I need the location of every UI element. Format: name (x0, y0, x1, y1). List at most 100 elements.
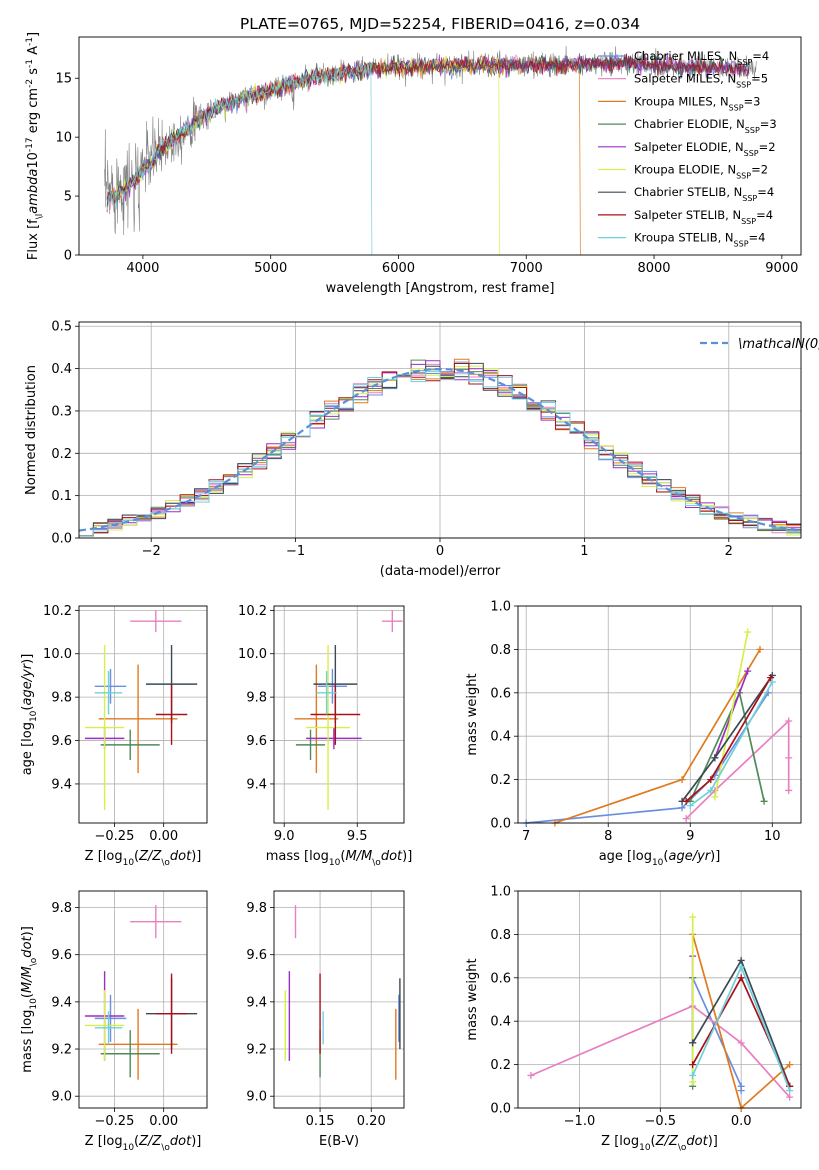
label-math: dot (170, 849, 192, 864)
label-text: 9.4 (51, 995, 72, 1010)
y-tick-label: 0.1 (51, 489, 72, 504)
label-math: dot (381, 849, 403, 864)
spectrum-legend: Chabrier MILES, NSSP=4 Salpeter MILES, N S… (598, 49, 777, 248)
y-tick-label: 0.2 (51, 447, 72, 462)
model-line-salpeter-stelib (106, 53, 750, 204)
label-text: 0.1 (51, 489, 72, 504)
y-tick-label: 0.0 (51, 532, 72, 547)
error-cross-salpeter-stelib (155, 973, 188, 1054)
label-text: Z [log (85, 1134, 123, 1149)
x-tick-label: 5000 (254, 261, 287, 276)
x-axis-label: Z [log10(Z/Z\odot)] (85, 1134, 202, 1153)
error-cross-chabrier-miles (94, 668, 127, 704)
x-tick-label: 4000 (126, 261, 159, 276)
x-axis-label: wavelength [Angstrom, rest frame] (326, 281, 555, 296)
y-tick-label: 9.4 (246, 777, 267, 792)
label-text: =3 (760, 117, 777, 131)
label-script: SSP (742, 194, 757, 203)
label-text: 0 (436, 544, 444, 559)
y-tick-label: 0.6 (490, 971, 511, 986)
label-text: Chabrier MILES, N (634, 49, 737, 63)
legend-label: Kroupa MILES, NSSP=3 (634, 94, 760, 112)
label-text: 9.8 (246, 901, 267, 916)
label-math: dot (20, 935, 35, 957)
error-cross-kroupa-elodie (84, 645, 125, 810)
label-math: dot (170, 1134, 192, 1149)
label-text: ( (340, 849, 345, 864)
label-text: 9.6 (246, 948, 267, 963)
label-text: 0.6 (490, 971, 511, 986)
y-tick-label: 9.4 (246, 995, 267, 1010)
label-text: =4 (749, 231, 766, 245)
x-tick-label: 0.20 (357, 1114, 386, 1129)
y-tick-label: 1.0 (490, 600, 511, 615)
label-math: ambda (26, 169, 41, 214)
x-axis-label: E(B-V) (319, 1134, 359, 1149)
x-tick-label: 9.5 (347, 829, 368, 844)
label-text: 9.6 (246, 734, 267, 749)
label-script: -1 (25, 59, 35, 68)
y-tick-label: 9.0 (51, 1090, 72, 1105)
label-text: Normed distribution (24, 365, 39, 495)
data-point (689, 1071, 697, 1079)
normal-curve (78, 367, 802, 532)
label-script: 10 (652, 858, 664, 868)
y-tick-label: 0.4 (490, 1015, 511, 1030)
x-axis-label: mass [log10(M/M\odot)] (266, 849, 413, 868)
label-text: (data-model)/error (380, 564, 501, 579)
y-tick-label: 0 (64, 249, 72, 264)
label-text: )] (402, 849, 412, 864)
label-text: 1.0 (490, 885, 511, 900)
error-cross-kroupa-stelib (94, 1011, 123, 1045)
label-text: 8 (604, 829, 612, 844)
error-cross-salpeter-stelib (310, 684, 361, 745)
label-text: )] (20, 926, 35, 936)
label-text: 9.4 (51, 777, 72, 792)
label-text: 4000 (126, 261, 159, 276)
plot-area (84, 610, 198, 810)
label-script: 10 (29, 710, 39, 722)
y-tick-label: 10 (55, 131, 72, 146)
data-point (737, 974, 745, 982)
label-text: ( (20, 706, 35, 711)
label-math: M/M (20, 966, 35, 993)
x-tick-label: 0.15 (306, 1114, 335, 1129)
series-kroupa-stelib (689, 963, 794, 1095)
label-script: \o (29, 957, 39, 966)
data-point (689, 1061, 697, 1069)
series-line (714, 631, 749, 798)
y-tick-label: 0.6 (490, 686, 511, 701)
data-point (767, 674, 775, 682)
label-script: \o (161, 1143, 170, 1153)
y-tick-label: 15 (55, 72, 72, 87)
label-text: −0.5 (645, 1114, 677, 1129)
plot-area (78, 358, 802, 537)
x-tick-label: 0.00 (149, 1114, 178, 1129)
x-tick-label: 7000 (510, 261, 543, 276)
plot-area (104, 45, 757, 256)
x-tick-label: 7 (522, 829, 530, 844)
y-tick-label: 0.8 (490, 643, 511, 658)
label-text: 10 (26, 152, 41, 169)
error-cross-chabrier-miles (317, 668, 348, 704)
legend-label: Chabrier MILES, NSSP=4 (634, 49, 769, 67)
x-tick-label: −1.0 (564, 1114, 596, 1129)
label-text: 9.5 (347, 829, 368, 844)
label-text: 1 (580, 544, 588, 559)
label-text: Salpeter MILES, N (634, 72, 736, 86)
series-line (691, 977, 743, 1091)
label-text: mass weight (465, 958, 480, 1040)
x-tick-label: 8 (604, 829, 612, 844)
error-cross-salpeter-elodie (306, 727, 362, 750)
label-text: 9.2 (51, 1043, 72, 1058)
series-chabrier-miles (522, 689, 772, 827)
x-tick-label: 9000 (765, 261, 798, 276)
label-text: Flux [f (26, 219, 41, 260)
data-point (786, 1087, 794, 1095)
x-tick-label: 10 (764, 829, 781, 844)
axes-frame (78, 890, 208, 1109)
label-text: 5000 (254, 261, 287, 276)
legend-label: Kroupa STELIB, NSSP=4 (634, 231, 765, 249)
label-text: 10.2 (43, 604, 72, 619)
